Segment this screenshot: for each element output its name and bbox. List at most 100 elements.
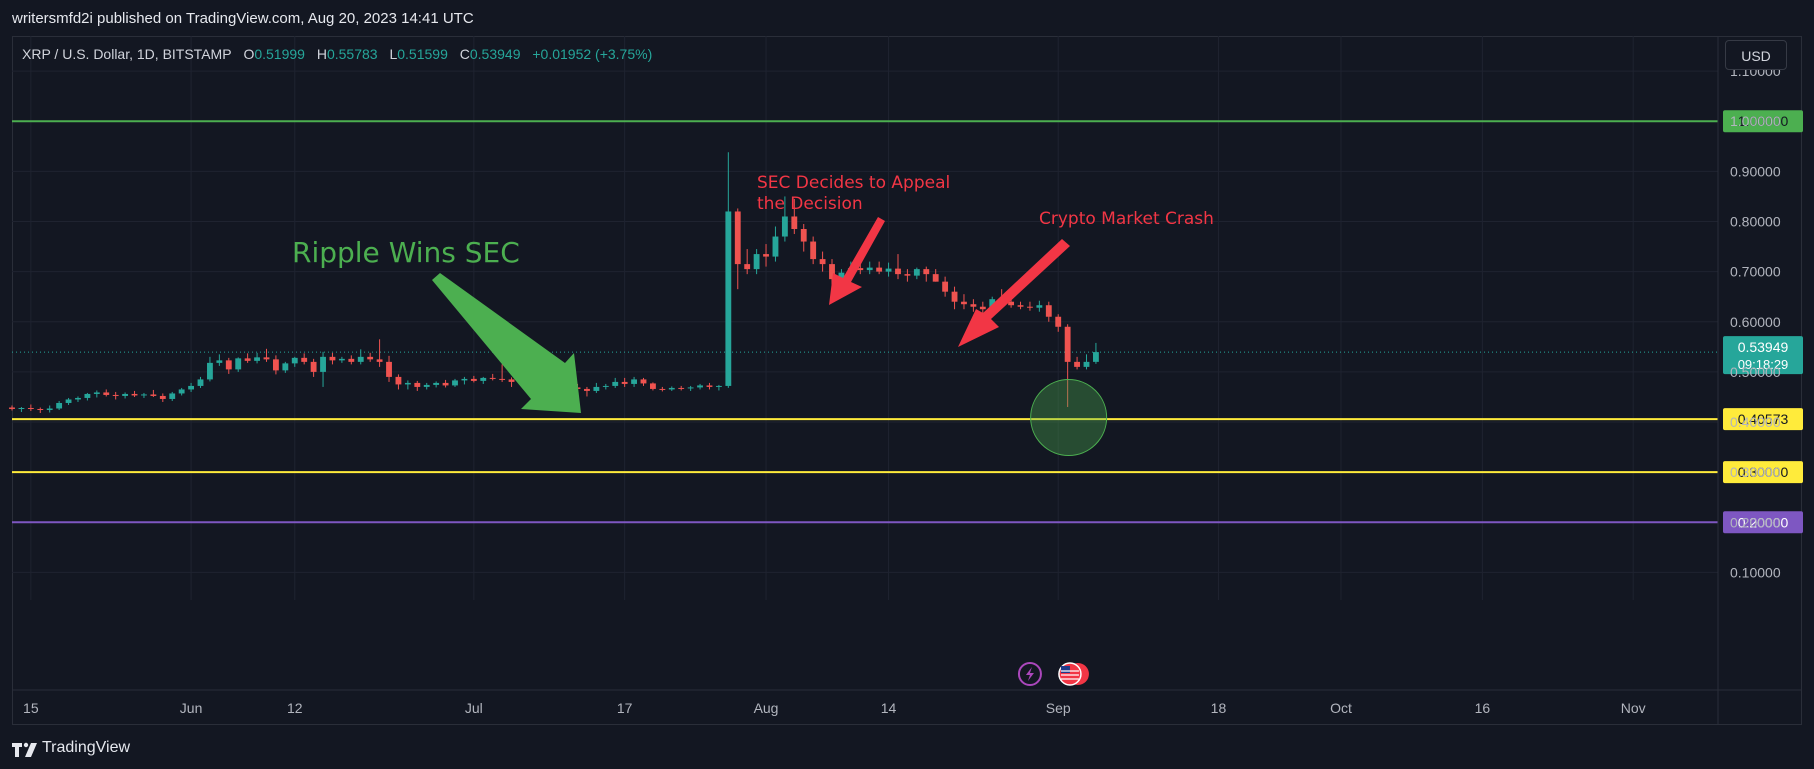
candle-body bbox=[329, 356, 336, 361]
symbol-legend: XRP / U.S. Dollar, 1D, BITSTAMP O0.51999… bbox=[22, 46, 652, 62]
x-tick-label: 16 bbox=[1475, 700, 1491, 716]
appeal-label-line2: the Decision bbox=[757, 194, 863, 214]
candle-body bbox=[687, 387, 694, 389]
y-tick-label: 0.60000 bbox=[1730, 314, 1781, 330]
candle-body bbox=[951, 291, 958, 302]
candle-body bbox=[989, 299, 996, 310]
candle-body bbox=[27, 407, 34, 409]
candle-body bbox=[612, 381, 619, 386]
candle-body bbox=[781, 216, 788, 237]
crash-label: Crypto Market Crash bbox=[1039, 209, 1214, 229]
candle-body bbox=[650, 383, 656, 389]
candle-body bbox=[470, 378, 477, 381]
level-price-label: 1.00000 bbox=[1738, 113, 1789, 129]
candle-body bbox=[18, 407, 25, 409]
candle-body bbox=[169, 393, 176, 399]
candle-body bbox=[1064, 326, 1071, 362]
candle-body bbox=[310, 361, 317, 372]
candle-body bbox=[376, 359, 383, 362]
price-chart[interactable]: 1.00000 0.40573 0.30000 0.20000 0.53949 09:18… bbox=[0, 0, 1814, 731]
candle-body bbox=[188, 385, 195, 390]
candle-body bbox=[178, 389, 185, 394]
candle-body bbox=[857, 268, 864, 271]
candle-body bbox=[235, 358, 242, 370]
candle-body bbox=[1083, 361, 1090, 367]
candle-body bbox=[1017, 305, 1024, 307]
close-value: 0.53949 bbox=[469, 46, 521, 62]
candle-body bbox=[753, 254, 760, 270]
candle-body bbox=[810, 241, 817, 260]
candle-body bbox=[715, 385, 722, 387]
footer bbox=[0, 731, 1814, 769]
candle-body bbox=[131, 393, 138, 396]
candle-body bbox=[621, 381, 628, 384]
candle-body bbox=[602, 385, 609, 387]
candle-body bbox=[725, 211, 732, 386]
candle-body bbox=[800, 229, 807, 242]
candle-body bbox=[1055, 316, 1062, 327]
candle-body bbox=[829, 264, 835, 280]
candle-body bbox=[225, 360, 232, 370]
candle-body bbox=[338, 358, 345, 361]
candle-body bbox=[348, 358, 355, 362]
candle-body bbox=[282, 363, 289, 371]
candle-body bbox=[763, 254, 769, 257]
candles-layer bbox=[9, 152, 1099, 414]
level-price-label: 0.40573 bbox=[1738, 411, 1789, 427]
candle-body bbox=[923, 269, 930, 275]
candle-body bbox=[93, 392, 100, 394]
candle-body bbox=[876, 267, 883, 272]
axis-layer: 0.10000 0.20000 0.30000 0.40000 0.50000 0.600… bbox=[12, 36, 1802, 725]
candle-body bbox=[244, 358, 251, 361]
candle-body bbox=[197, 379, 204, 386]
candle-body bbox=[584, 388, 590, 391]
high-label: H bbox=[316, 46, 327, 62]
candle-body bbox=[84, 393, 91, 398]
candle-body bbox=[631, 379, 637, 384]
candle-body bbox=[9, 407, 15, 409]
candle-body bbox=[37, 408, 44, 410]
crash-arrow bbox=[958, 239, 1070, 347]
y-tick-label: 0.20000 bbox=[1730, 514, 1781, 530]
y-tick-label: 0.50000 bbox=[1730, 364, 1781, 380]
level-price-tag bbox=[1723, 110, 1803, 133]
candle-body bbox=[499, 378, 506, 380]
candle-body bbox=[480, 377, 487, 381]
candle-body bbox=[838, 272, 845, 280]
level-price-tag bbox=[1723, 408, 1803, 431]
candle-body bbox=[678, 387, 685, 389]
candle-body bbox=[291, 357, 298, 364]
bar-countdown-label: 09:18:29 bbox=[1738, 357, 1789, 372]
candle-body bbox=[895, 268, 901, 275]
horizontal-levels-layer: 1.00000 0.40573 0.30000 0.20000 0.53949 09:18… bbox=[12, 110, 1803, 534]
candle-body bbox=[159, 395, 166, 399]
x-tick-label: Jul bbox=[465, 700, 483, 716]
candle-body bbox=[414, 382, 421, 387]
candle-body bbox=[207, 362, 213, 380]
candle-body bbox=[819, 259, 826, 265]
y-tick-label: 0.10000 bbox=[1730, 564, 1781, 580]
low-label: L bbox=[389, 46, 398, 62]
candle-body bbox=[659, 388, 666, 390]
bottom-highlight-circle bbox=[1030, 379, 1108, 457]
tradingview-logo-icon[interactable] bbox=[12, 741, 38, 757]
candle-body bbox=[866, 267, 873, 271]
last-price-tag bbox=[1723, 336, 1803, 375]
candle-body bbox=[1093, 352, 1099, 362]
candle-body bbox=[404, 382, 411, 385]
x-tick-label: 12 bbox=[287, 700, 303, 716]
currency-button[interactable]: USD bbox=[1725, 40, 1787, 70]
x-tick-label: Sep bbox=[1046, 700, 1071, 716]
candle-body bbox=[272, 359, 279, 371]
ripple-wins-arrow bbox=[432, 273, 581, 413]
x-tick-label: 14 bbox=[881, 700, 897, 716]
x-tick-label: Aug bbox=[754, 700, 779, 716]
tradingview-brand[interactable]: TradingView bbox=[42, 739, 131, 756]
candle-body bbox=[442, 382, 449, 386]
us-flag-event-icon bbox=[1058, 662, 1089, 686]
candle-body bbox=[932, 274, 939, 282]
close-label: C bbox=[459, 46, 470, 62]
candle-body bbox=[885, 268, 892, 272]
level-price-tag bbox=[1723, 511, 1803, 534]
candle-body bbox=[423, 384, 430, 387]
